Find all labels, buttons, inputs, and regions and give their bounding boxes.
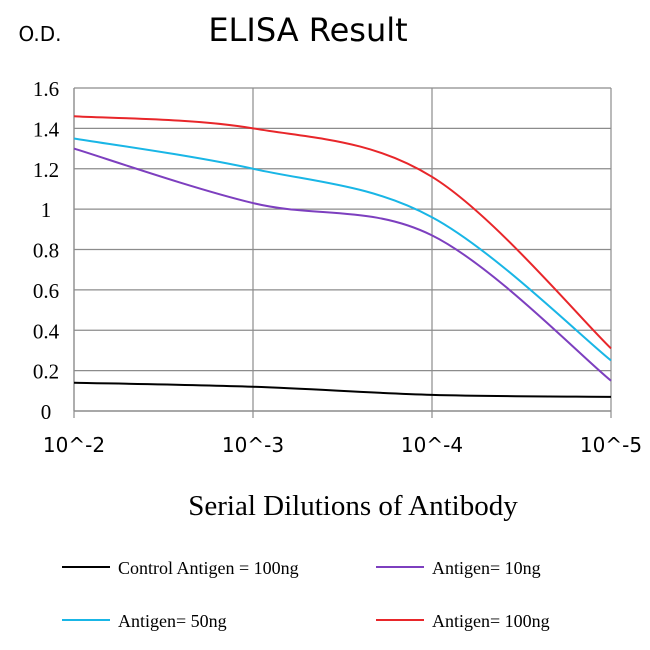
y-tick-label: 1.2 [33, 158, 59, 182]
series-line-1 [73, 381, 612, 398]
y-tick-label: 1.6 [33, 77, 59, 101]
x-tick-labels: 10^-2 10^-3 10^-4 10^-5 [43, 433, 642, 457]
y-tick-label: 0.2 [33, 360, 59, 384]
legend-label: Antigen= 50ng [118, 611, 227, 631]
y-tick-label: 0.4 [33, 319, 60, 343]
legend: Control Antigen = 100ng Antigen= 10ng Anti… [62, 558, 550, 631]
x-tick-label: 10^-4 [401, 433, 463, 457]
axes [73, 88, 612, 418]
x-axis-label: Serial Dilutions of Antibody [188, 490, 518, 522]
gridlines [74, 87, 612, 411]
x-tick-label: 10^-5 [580, 433, 642, 457]
legend-item-3: Antigen= 50ng [62, 611, 227, 631]
x-tick-label: 10^-2 [43, 433, 105, 457]
legend-item-2: Antigen= 10ng [376, 558, 541, 578]
y-tick-labels: 0 0.2 0.4 0.6 0.8 1 1.2 1.4 1.6 [33, 77, 60, 424]
x-tick-label: 10^-3 [222, 433, 284, 457]
y-tick-label: 0.8 [33, 239, 59, 263]
legend-label: Antigen= 10ng [432, 558, 541, 578]
y-axis-label: O.D. [18, 22, 61, 46]
y-tick-label: 1 [41, 198, 52, 222]
legend-item-4: Antigen= 100ng [376, 611, 550, 631]
y-tick-label: 1.4 [33, 117, 60, 141]
series-lines [73, 115, 612, 398]
legend-label: Control Antigen = 100ng [118, 558, 299, 578]
series-line-4 [73, 115, 612, 350]
legend-item-1: Control Antigen = 100ng [62, 558, 299, 578]
legend-label: Antigen= 100ng [432, 611, 550, 631]
chart-title: ELISA Result [208, 11, 407, 49]
y-tick-label: 0.6 [33, 279, 59, 303]
series-line-3 [73, 137, 612, 362]
series-line-2 [73, 147, 612, 382]
y-tick-label: 0 [41, 400, 52, 424]
